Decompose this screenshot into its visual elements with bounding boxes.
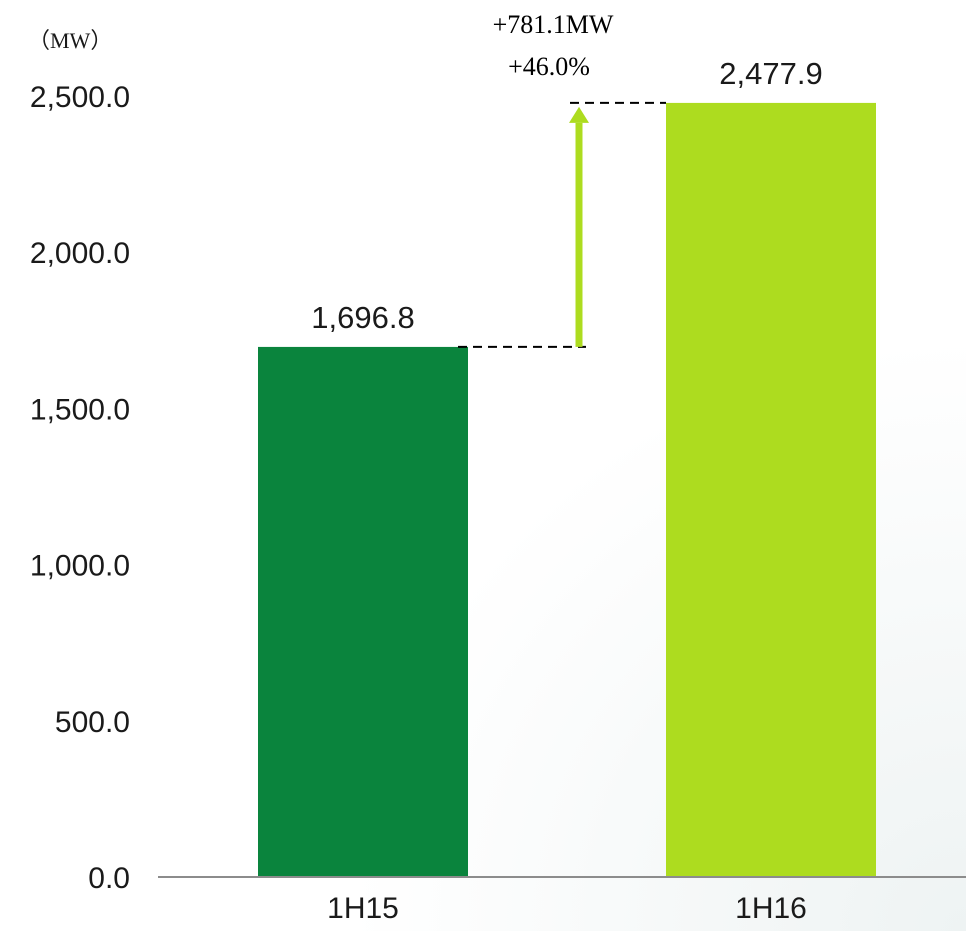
- y-tick-label: 2,500.0: [30, 81, 130, 114]
- y-tick-label: 500.0: [55, 706, 130, 739]
- growth-arrow-head: [569, 106, 589, 123]
- y-tick-label: 2,000.0: [30, 237, 130, 270]
- y-axis-ticks: 0.0 500.0 1,000.0 1,500.0 2,000.0 2,500.0: [30, 81, 130, 895]
- x-category-label: 1H16: [735, 892, 807, 925]
- y-tick-label: 1,000.0: [30, 550, 130, 583]
- bars-group: 1,696.8 1H15 2,477.9 1H16: [258, 56, 876, 925]
- bar: [258, 346, 468, 877]
- growth-percent-label: +46.0%: [508, 52, 590, 81]
- bar-value-label: 2,477.9: [719, 56, 822, 91]
- bar: [666, 102, 876, 877]
- bar-value-label: 1,696.8: [311, 300, 414, 335]
- y-tick-label: 0.0: [88, 862, 130, 895]
- x-category-label: 1H15: [327, 892, 399, 925]
- growth-absolute-label: +781.1MW: [493, 10, 614, 39]
- growth-annotation: +781.1MW +46.0%: [458, 10, 666, 348]
- unit-label: （MW）: [28, 28, 112, 53]
- y-tick-label: 1,500.0: [30, 393, 130, 426]
